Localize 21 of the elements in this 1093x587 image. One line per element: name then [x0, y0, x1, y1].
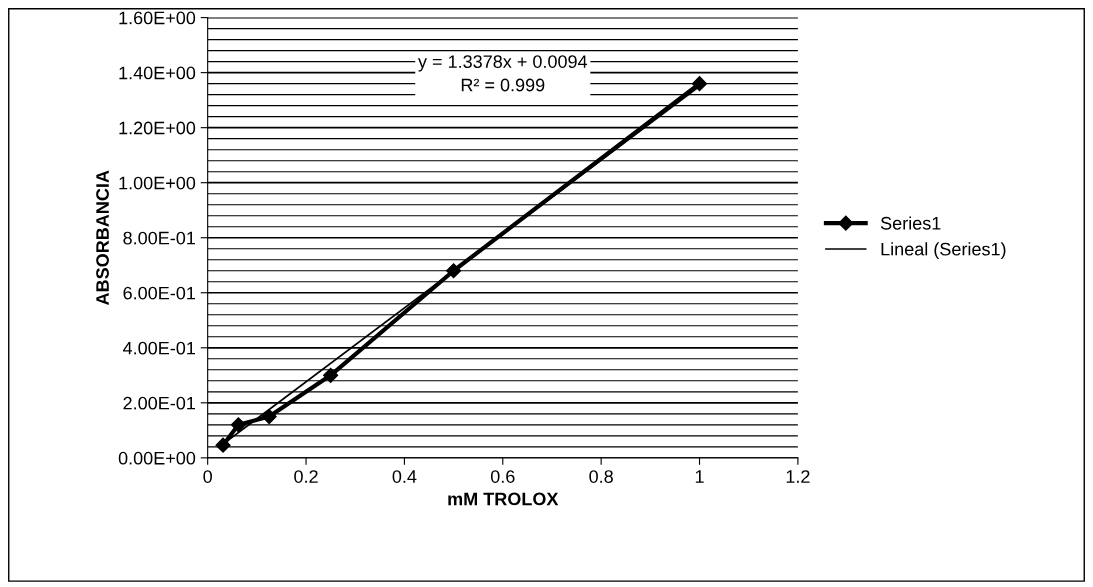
y-tick-label: 1.40E+00: [119, 66, 196, 80]
annotation: y = 1.3378x + 0.0094 R² = 0.999: [418, 55, 588, 92]
x-tick-label: 0: [203, 470, 212, 483]
y-tick-label: 1.60E+00: [119, 11, 196, 25]
x-tick-label: 0.8: [589, 470, 613, 483]
x-tick-label: 1: [695, 470, 704, 483]
y-tick-label: 2.00E-01: [123, 396, 195, 410]
x-axis-title: mM TROLOX: [448, 492, 559, 506]
y-tick-label: 8.00E-01: [123, 231, 195, 245]
y-tick-label: 4.00E-01: [123, 341, 195, 355]
y-tick-label: 1.20E+00: [119, 121, 196, 135]
y-tick-label: 6.00E-01: [123, 286, 195, 300]
x-tick-label: 0.4: [392, 470, 417, 483]
x-tick-label: 0.6: [490, 470, 515, 483]
legend-label: Series1: [880, 216, 941, 230]
x-tick-label: 1.2: [786, 470, 810, 483]
y-tick-label: 1.00E+00: [119, 176, 196, 190]
y-tick-label: 0.00E+00: [118, 451, 196, 465]
legend-label: Lineal (Series1): [881, 242, 1006, 260]
y-axis-title: ABSORBANCIA: [96, 170, 109, 305]
x-tick-label: 0.2: [294, 470, 318, 483]
